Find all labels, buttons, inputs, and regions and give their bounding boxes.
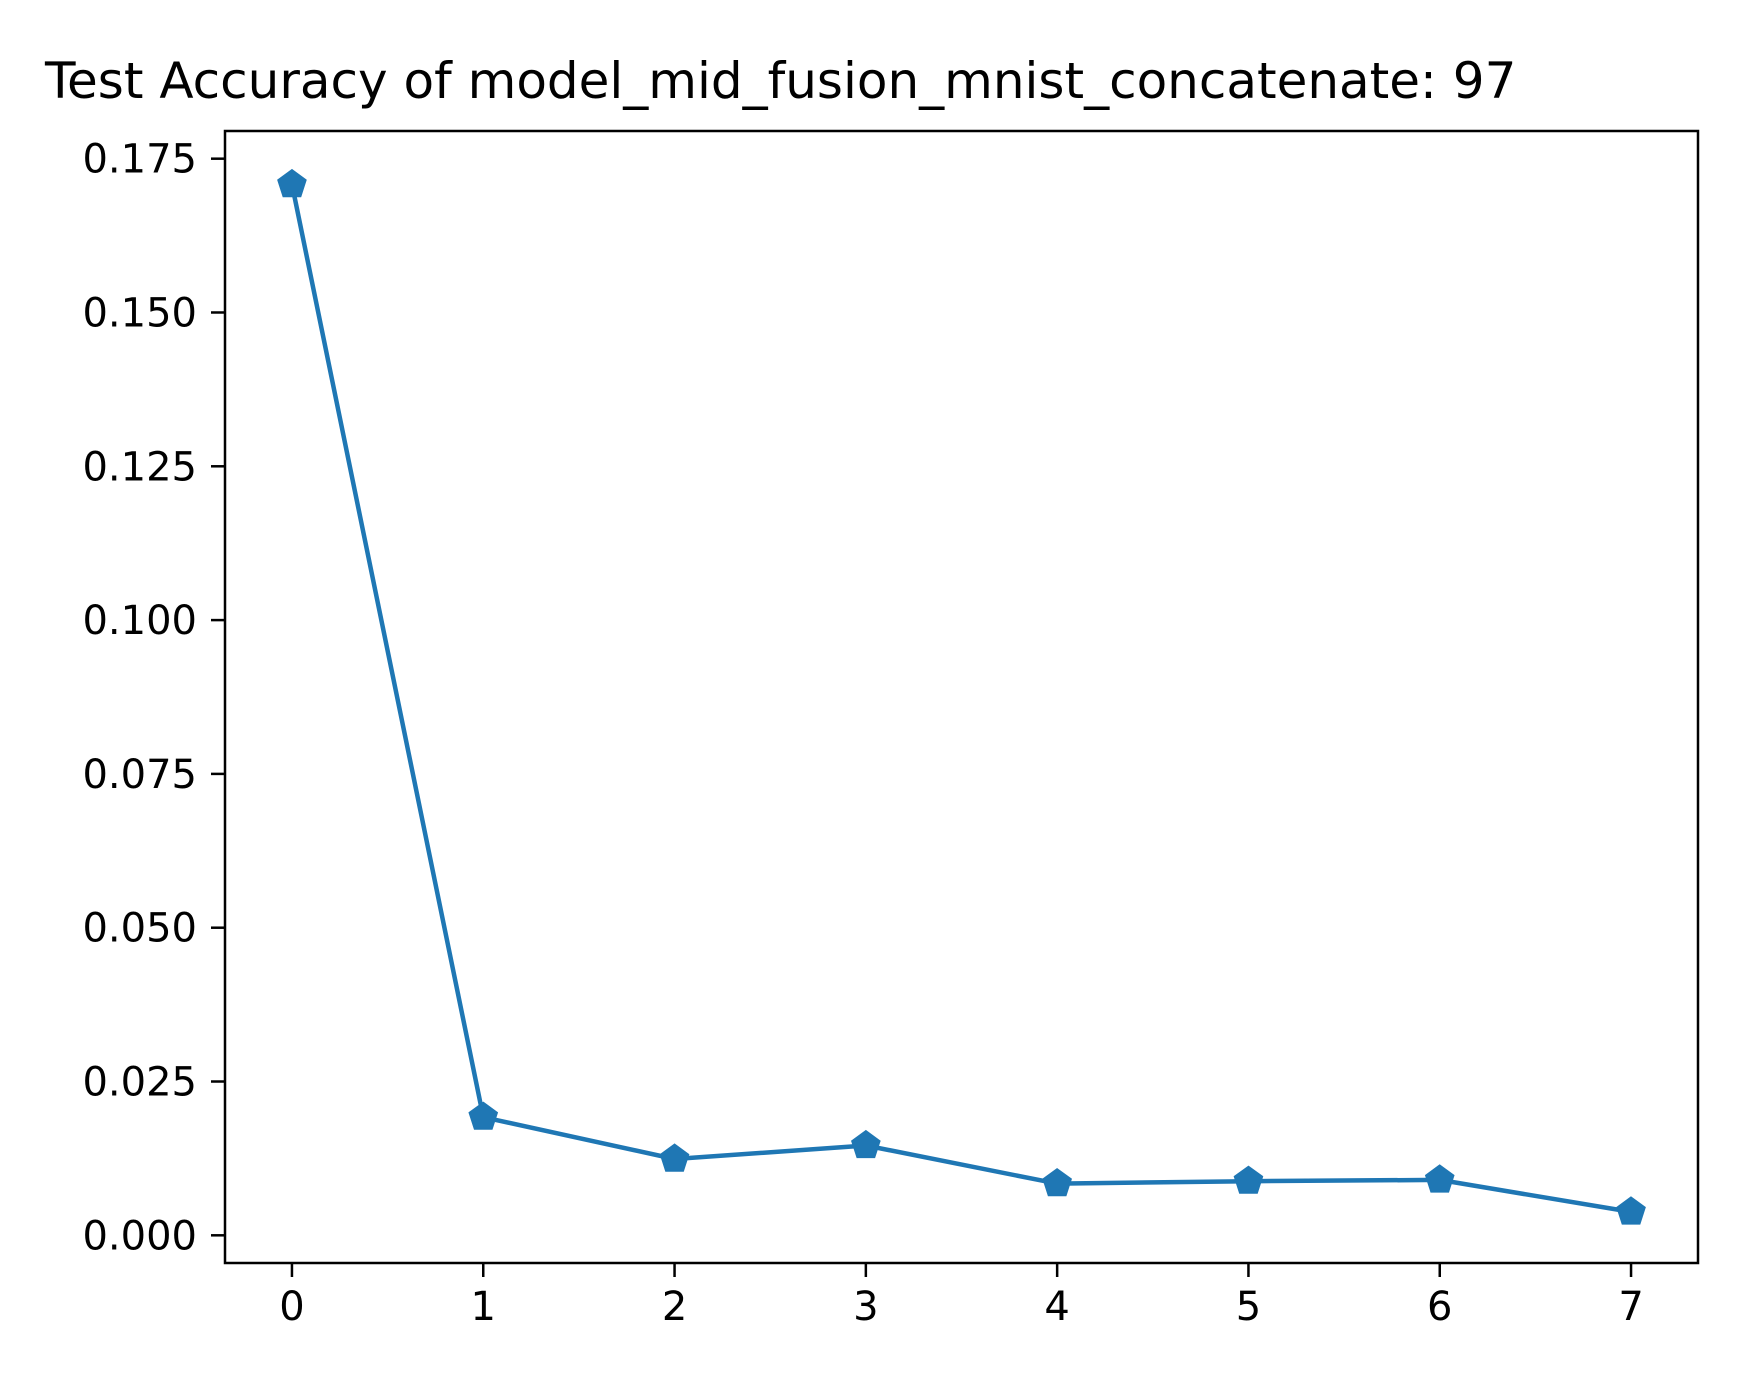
series-layer — [277, 168, 1646, 1225]
chart-title: Test Accuracy of model_mid_fusion_mnist_… — [44, 52, 1516, 110]
y-tick-label: 0.000 — [82, 1213, 197, 1259]
data-point — [1042, 1167, 1072, 1197]
y-tick-label: 0.175 — [82, 137, 197, 183]
x-tick-label: 5 — [1236, 1284, 1261, 1330]
y-tick-label: 0.100 — [82, 598, 197, 644]
y-tick-label: 0.050 — [82, 906, 197, 952]
data-point — [851, 1129, 881, 1159]
data-point — [1424, 1164, 1455, 1193]
plot-frame — [223, 129, 1700, 1265]
x-tick-label: 6 — [1427, 1284, 1452, 1330]
data-point — [277, 168, 307, 198]
x-tick-label: 2 — [662, 1284, 687, 1330]
data-point — [1233, 1165, 1264, 1194]
y-tick-label: 0.025 — [82, 1060, 197, 1106]
y-axis: 0.000 0.025 0.050 0.075 0.100 0.125 0.150 0.175 — [82, 137, 225, 1259]
y-tick-label: 0.150 — [82, 290, 197, 336]
x-tick-label: 0 — [279, 1284, 304, 1330]
data-point — [659, 1143, 690, 1172]
x-tick-label: 1 — [471, 1284, 496, 1330]
x-axis: 0 1 2 3 4 5 6 7 — [279, 1263, 1644, 1330]
y-tick-label: 0.125 — [82, 444, 197, 490]
series-line — [289, 184, 1632, 1215]
x-tick-label: 3 — [853, 1284, 878, 1330]
data-point — [1616, 1196, 1646, 1225]
data-point — [468, 1101, 499, 1130]
x-tick-label: 7 — [1618, 1284, 1643, 1330]
x-tick-label: 4 — [1044, 1284, 1069, 1330]
y-tick-label: 0.075 — [82, 752, 197, 798]
